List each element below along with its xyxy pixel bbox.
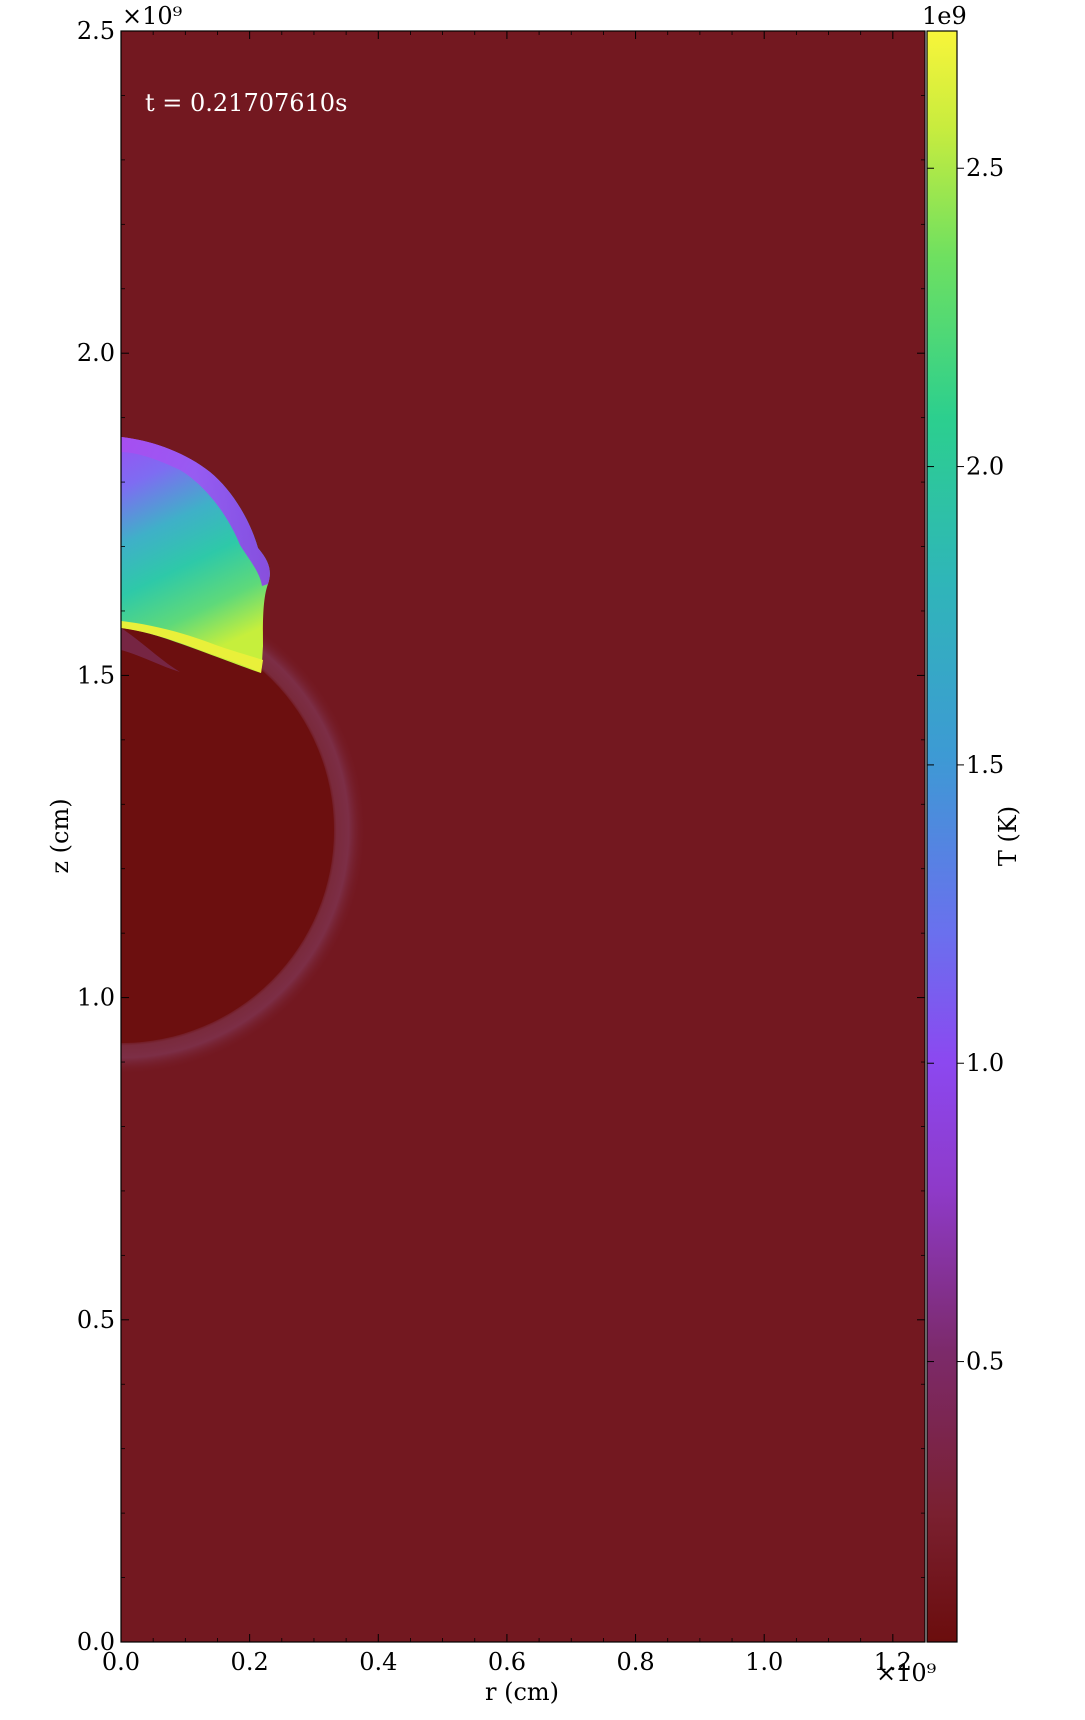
shock-cap-rim [121,437,270,586]
x-tick-label: 1.2 [874,1648,912,1676]
x-tick-label: 0.0 [102,1648,140,1676]
x-tick-label: 0.8 [616,1648,654,1676]
colorbar-tick-label: 0.5 [966,1348,1004,1376]
field-image [121,31,925,1642]
x-tick-label: 1.0 [745,1648,783,1676]
colorbar-tick-label: 2.5 [966,154,1004,182]
x-axis: 0.0 0.2 0.4 0.6 0.8 1.0 1.2 [102,31,912,1676]
y-tick-label: 2.5 [77,17,115,45]
shock-front [121,621,263,673]
x-scale-label: ×10⁹ [876,1659,937,1687]
star-core [121,617,334,1043]
y-tick-label: 0.5 [77,1306,115,1334]
time-annotation: t = 0.21707610s [145,89,347,117]
y-tick-label: 1.0 [77,984,115,1012]
colorbar-ticks: 0.5 1.0 1.5 2.0 2.5 [927,154,1004,1376]
x-tick-label: 0.2 [231,1648,269,1676]
y-tick-label: 1.5 [77,661,115,689]
x-tick-label: 0.6 [488,1648,526,1676]
x-axis-label: r (cm) [485,1678,559,1706]
colorbar [927,31,957,1642]
shock-tail [121,628,180,672]
colorbar-label: T (K) [994,806,1022,866]
plot-frame [120,30,926,1643]
colorbar-offset-label: 1e9 [922,2,967,30]
colorbar-tick-label: 2.0 [966,453,1004,481]
colorbar-tick-label: 1.5 [966,751,1004,779]
y-tick-label: 0.0 [77,1628,115,1656]
y-scale-label: ×10⁹ [122,2,183,30]
y-axis: 0.0 0.5 1.0 1.5 2.0 2.5 [77,17,925,1656]
x-tick-label: 0.4 [359,1648,397,1676]
y-tick-label: 2.0 [77,339,115,367]
colorbar-frame [926,30,958,1643]
colorbar-tick-label: 1.0 [966,1049,1004,1077]
y-axis-label: z (cm) [46,798,74,873]
shock-cap [121,437,270,673]
